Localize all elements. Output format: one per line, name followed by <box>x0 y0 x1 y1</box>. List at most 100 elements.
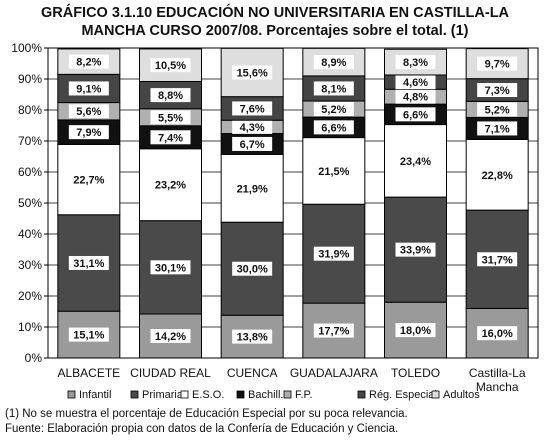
x-tick-label: ALBACETE <box>57 366 120 380</box>
data-label: 15,1% <box>73 330 104 342</box>
x-tick-label: Mancha <box>476 380 519 394</box>
data-label-box <box>150 58 191 73</box>
data-label-box <box>395 242 436 257</box>
data-label: 9,1% <box>76 83 101 95</box>
data-label-box <box>395 323 436 338</box>
legend-label: Rég. Especial <box>369 389 437 401</box>
data-label: 6,7% <box>240 139 265 151</box>
legend-label: Adultos <box>443 389 480 401</box>
chart-title-line-1: GRÁFICO 3.1.10 EDUCACIÓN NO UNIVERSITARI… <box>40 5 510 21</box>
y-tick-label: 70% <box>18 134 42 148</box>
data-label-box <box>232 261 273 276</box>
data-label-box <box>150 328 191 343</box>
data-label-box <box>68 104 109 119</box>
data-label-box <box>477 121 518 136</box>
data-label: 5,6% <box>76 106 101 118</box>
data-label: 31,1% <box>73 258 104 270</box>
data-label: 21,9% <box>237 183 268 195</box>
data-label: 15,6% <box>237 67 268 79</box>
data-label: 6,6% <box>321 122 346 134</box>
legend-swatch <box>357 390 366 399</box>
legend-swatch <box>180 390 189 399</box>
x-tick-label: CUENCA <box>227 366 278 380</box>
data-label-box <box>150 177 191 192</box>
data-label: 16,0% <box>482 328 513 340</box>
data-label-box <box>313 120 354 135</box>
data-label-box <box>68 327 109 342</box>
data-label: 22,7% <box>73 175 104 187</box>
data-label-box <box>477 326 518 341</box>
data-label: 7,4% <box>158 132 183 144</box>
data-label: 23,2% <box>155 180 186 192</box>
footnote: (1) No se muestra el porcentaje de Educa… <box>5 408 408 420</box>
y-tick-label: 100% <box>11 41 42 55</box>
data-label-box <box>395 153 436 168</box>
data-label: 8,2% <box>76 57 101 69</box>
data-label: 23,4% <box>400 156 431 168</box>
source-note: Fuente: Elaboración propia con datos de … <box>5 423 399 435</box>
data-label: 14,2% <box>155 331 186 343</box>
data-label-box <box>68 255 109 270</box>
data-label: 10,5% <box>155 60 186 72</box>
data-label: 8,9% <box>321 57 346 69</box>
legend-swatch <box>236 390 245 399</box>
data-label-box <box>68 125 109 140</box>
data-label: 7,9% <box>76 127 101 139</box>
data-label-box <box>395 89 436 104</box>
y-tick-label: 40% <box>18 227 42 241</box>
data-label-box <box>150 110 191 125</box>
legend-swatch <box>130 390 139 399</box>
data-label: 31,7% <box>482 254 513 266</box>
data-label-box <box>150 88 191 103</box>
data-label-box <box>150 130 191 145</box>
data-label-box <box>232 181 273 196</box>
data-label: 17,7% <box>318 326 349 338</box>
data-label: 8,3% <box>403 57 428 69</box>
y-tick-label: 50% <box>18 196 42 210</box>
data-label-box <box>232 101 273 116</box>
data-label: 5,2% <box>321 104 346 116</box>
legend-swatch <box>283 390 292 399</box>
data-label-box <box>313 81 354 96</box>
y-tick-label: 60% <box>18 165 42 179</box>
data-label-box <box>477 56 518 71</box>
y-tick-label: 10% <box>18 320 42 334</box>
data-label-box <box>477 102 518 117</box>
data-label-box <box>395 107 436 122</box>
data-label: 8,1% <box>321 83 346 95</box>
legend-label: Infantil <box>79 389 111 401</box>
data-label-box <box>313 163 354 178</box>
data-label-box <box>232 136 273 151</box>
data-label: 4,8% <box>403 92 428 104</box>
y-tick-label: 90% <box>18 72 42 86</box>
data-label: 5,2% <box>485 104 510 116</box>
data-label: 4,3% <box>240 122 265 134</box>
legend-swatch <box>67 390 76 399</box>
x-tick-label: GUADALAJARA <box>290 366 378 380</box>
data-label-box <box>313 102 354 117</box>
chart-title: GRÁFICO 3.1.10 EDUCACIÓN NO UNIVERSITARI… <box>0 4 550 40</box>
data-label: 21,5% <box>318 166 349 178</box>
data-label: 7,3% <box>485 85 510 97</box>
y-tick-label: 20% <box>18 289 42 303</box>
data-label-box <box>313 246 354 261</box>
x-tick-label: CIUDAD REAL <box>130 366 211 380</box>
data-label-box <box>477 83 518 98</box>
legend-label: F.P. <box>295 389 313 401</box>
y-tick-label: 30% <box>18 258 42 272</box>
chart-title-line-2: MANCHA CURSO 2007/08. Porcentajes sobre … <box>81 23 469 39</box>
legend-label: Primaria <box>142 389 184 401</box>
data-label: 4,6% <box>403 77 428 89</box>
data-label-box <box>68 172 109 187</box>
legend-swatch <box>431 390 440 399</box>
data-label: 30,1% <box>155 262 186 274</box>
data-label-box <box>232 65 273 80</box>
data-label: 18,0% <box>400 325 431 337</box>
data-label-box <box>395 55 436 70</box>
data-label: 7,1% <box>485 123 510 135</box>
data-label: 5,5% <box>158 112 183 124</box>
legend-label: Bachill. <box>248 389 283 401</box>
y-tick-label: 0% <box>25 351 43 365</box>
data-label: 31,9% <box>318 249 349 261</box>
